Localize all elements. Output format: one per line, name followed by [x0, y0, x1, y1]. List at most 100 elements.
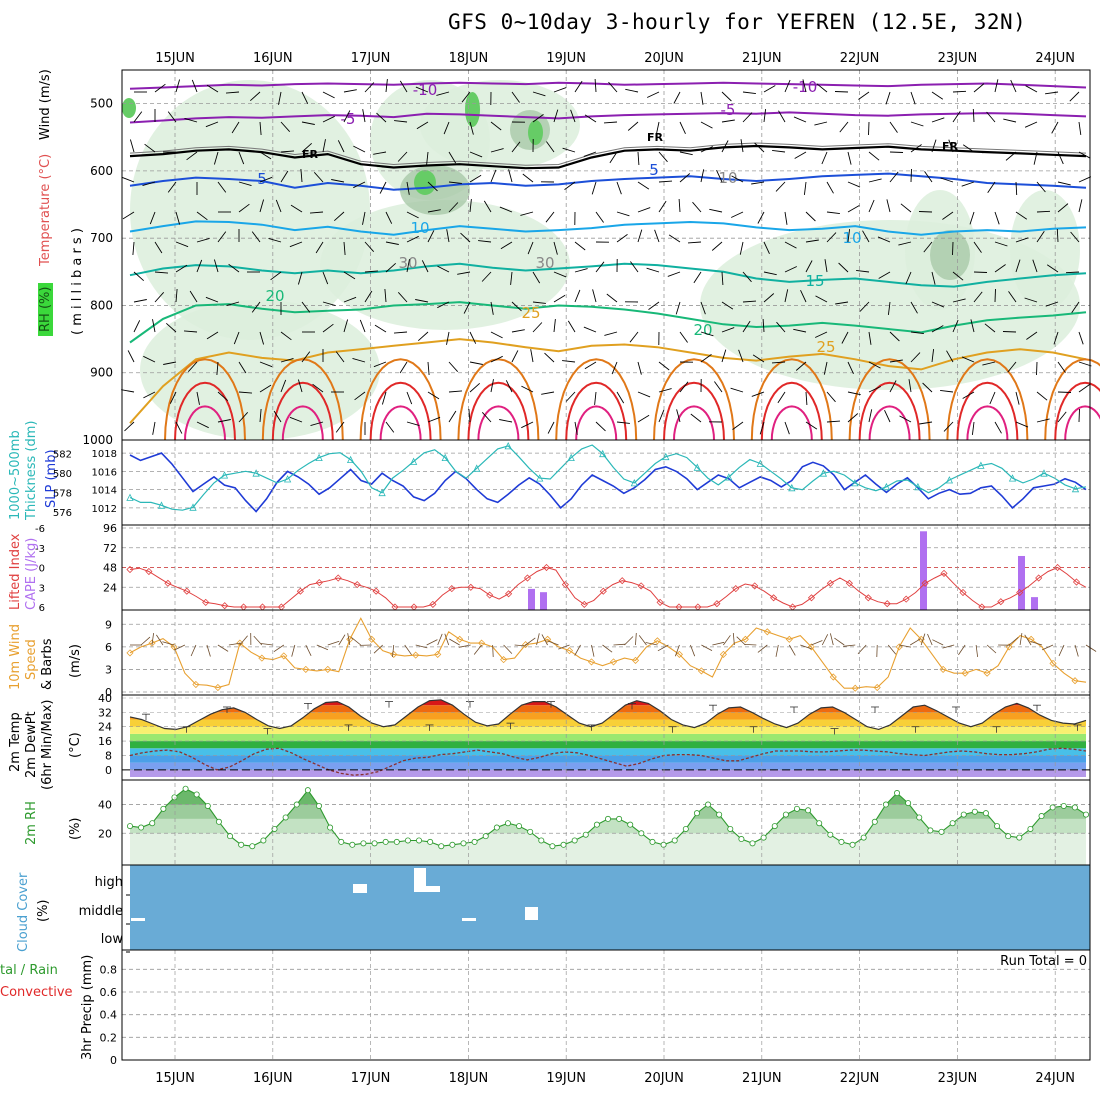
wind10-barb [239, 635, 248, 646]
wind-barb [352, 357, 366, 363]
wind-barb [658, 180, 673, 183]
wind10-barb [899, 644, 912, 648]
wind-barb [322, 91, 335, 99]
wind-barb [700, 146, 713, 153]
rh2m-marker [360, 840, 367, 847]
wind-barb [259, 176, 273, 183]
date-label-bottom: 24JUN [1035, 1071, 1075, 1086]
surface-contour [164, 358, 246, 441]
wind10-marker [126, 649, 134, 657]
wind-barb [834, 91, 849, 93]
wind10-barb [909, 638, 921, 646]
wind-barb [196, 211, 208, 221]
wind-barb [1057, 203, 1069, 213]
wind-barb [841, 331, 849, 344]
li-marker [618, 577, 626, 585]
wind-barb [406, 211, 419, 219]
wind-barb [481, 271, 492, 282]
wind-barb [1008, 291, 1017, 303]
cloud-level-label: low [101, 932, 124, 947]
contour-label: -5 [721, 101, 736, 119]
wind10-barb [156, 634, 164, 646]
wind-barb [394, 120, 408, 123]
wind-barb [609, 151, 618, 164]
surface-contour [858, 381, 921, 441]
li-marker [1054, 563, 1062, 572]
wind-barb [1036, 361, 1038, 376]
wind-barb [301, 351, 311, 363]
li-marker [164, 579, 172, 587]
wind10-marker [390, 650, 398, 658]
wind10-barb [927, 633, 933, 646]
thickness-marker [693, 463, 701, 471]
wind-barb [919, 421, 933, 425]
wind10-barb [253, 635, 263, 646]
date-label-bottom: 20JUN [644, 1071, 684, 1086]
rh-shade-dark [930, 230, 970, 280]
wind-barb [905, 271, 912, 285]
wind-barb [183, 330, 198, 333]
wind-barb [824, 259, 828, 273]
wind-barb [547, 421, 555, 434]
rh2m-marker [1071, 804, 1078, 811]
wind-barb [426, 151, 429, 165]
wind-barb [942, 211, 954, 220]
precip-label-b: Convective [0, 985, 73, 1000]
pressure-tick: 500 [90, 97, 113, 111]
wind-barb [273, 410, 282, 423]
wind-barb [952, 110, 961, 123]
wind10-marker [785, 635, 793, 643]
wind10-barb [920, 633, 926, 646]
wind-barb [259, 331, 265, 345]
wind-barb [189, 290, 198, 303]
date-label-bottom: 15JUN [155, 1071, 195, 1086]
wind10-marker [148, 639, 156, 647]
li-marker [467, 583, 475, 591]
thickness-marker [788, 483, 796, 492]
wind-barb [814, 121, 828, 126]
wind-barb [802, 79, 807, 93]
wind10-marker [478, 639, 486, 647]
precip-panel [121, 949, 1091, 1061]
rh2m-marker [949, 820, 956, 827]
wind-barb [630, 261, 639, 273]
wind-barb [499, 206, 513, 213]
wind-barb [1053, 331, 1059, 345]
wind10-barb [327, 640, 340, 646]
wind10-barb [834, 637, 845, 646]
thickness-marker [725, 473, 733, 481]
wind-barb [583, 151, 597, 157]
rh2m-marker [160, 805, 167, 812]
wind10-barb [932, 639, 944, 646]
wind10-barb [373, 644, 384, 654]
wind-barb [742, 271, 752, 283]
wind-barb [508, 169, 513, 183]
li-marker [599, 587, 607, 595]
rh2m-marker [593, 821, 600, 828]
wind-barb [175, 79, 181, 93]
wind-barb [994, 421, 1002, 434]
precip-tick: 0.2 [100, 1031, 118, 1044]
wind-barb [343, 241, 346, 256]
wind10-barb [712, 641, 725, 646]
wind10-barb [228, 642, 241, 646]
wind-barb [468, 408, 471, 423]
wind-barb [399, 361, 408, 374]
thickness-marker [536, 474, 544, 482]
wind-barb [984, 323, 996, 333]
wind-barb [205, 296, 219, 303]
rh2m-marker [127, 823, 134, 830]
contour-label: 5 [257, 170, 267, 188]
wind-barb [776, 321, 786, 333]
wind-barb [700, 354, 712, 363]
wind10-tick: 3 [105, 663, 112, 676]
wind10-barb [190, 644, 197, 657]
wind-barb [259, 408, 262, 423]
wind-barb [784, 211, 788, 225]
wind10-barb [140, 636, 151, 646]
date-label-top: 20JUN [644, 51, 684, 66]
rh2m-tick: 20 [98, 827, 112, 840]
wind-barb [315, 241, 324, 254]
wind-barb [175, 211, 181, 225]
rh2m-marker [293, 801, 300, 808]
